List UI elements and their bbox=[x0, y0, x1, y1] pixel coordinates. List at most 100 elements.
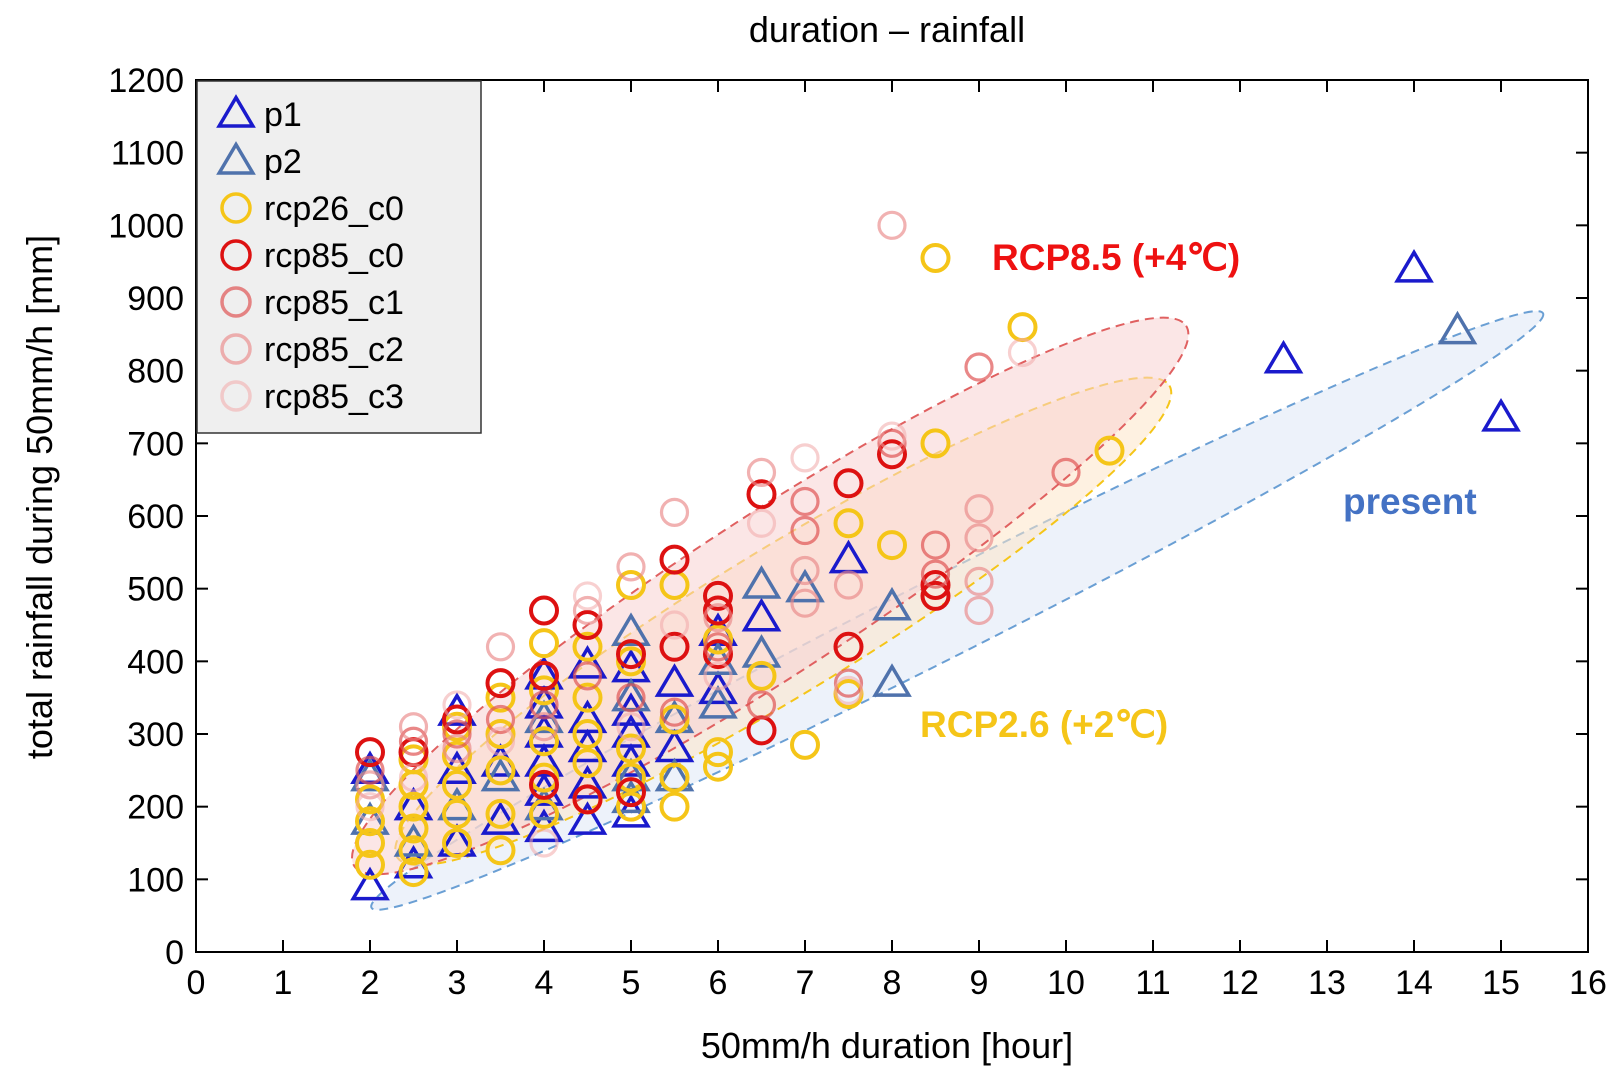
data-point bbox=[1051, 457, 1081, 487]
x-tick-label: 13 bbox=[1308, 964, 1346, 1002]
data-point bbox=[1481, 397, 1521, 432]
data-point bbox=[703, 595, 733, 626]
legend-marker bbox=[220, 333, 252, 365]
x-tick-label: 6 bbox=[709, 964, 728, 1002]
data-point bbox=[611, 714, 651, 748]
data-point bbox=[698, 684, 738, 719]
chart-title: duration – rainfall bbox=[749, 9, 1025, 50]
data-point bbox=[572, 610, 603, 640]
data-point bbox=[1437, 310, 1478, 345]
data-point bbox=[920, 428, 951, 459]
data-point bbox=[611, 612, 651, 646]
x-tick-label: 7 bbox=[796, 964, 815, 1002]
y-tick-label: 700 bbox=[127, 425, 184, 463]
data-point bbox=[1007, 337, 1038, 368]
data-point bbox=[872, 663, 912, 697]
data-point bbox=[567, 645, 608, 679]
annotation-present: present bbox=[1343, 481, 1477, 522]
data-point bbox=[355, 828, 385, 858]
x-tick-label: 3 bbox=[448, 964, 467, 1002]
data-point bbox=[964, 494, 994, 524]
series-rcp85_c2 bbox=[355, 210, 994, 800]
x-tick-label: 11 bbox=[1135, 964, 1170, 1002]
data-point bbox=[485, 682, 516, 713]
data-point bbox=[877, 210, 907, 240]
data-point bbox=[746, 479, 777, 510]
data-point bbox=[833, 675, 864, 706]
data-point bbox=[485, 719, 516, 749]
x-tick-label: 16 bbox=[1569, 964, 1607, 1002]
legend-item-rcp26_c0 bbox=[220, 192, 252, 224]
data-point bbox=[616, 552, 646, 582]
y-tick-label: 400 bbox=[127, 643, 184, 681]
series-rcp85_c0 bbox=[355, 439, 951, 815]
y-tick-label: 0 bbox=[165, 934, 184, 972]
data-point bbox=[572, 631, 603, 662]
data-point bbox=[398, 813, 429, 844]
data-point bbox=[920, 580, 951, 611]
data-point bbox=[485, 726, 516, 756]
x-tick-label: 14 bbox=[1395, 964, 1433, 1002]
data-point bbox=[524, 743, 564, 777]
data-point bbox=[703, 751, 733, 782]
data-point bbox=[833, 508, 864, 539]
data-point bbox=[703, 632, 733, 662]
data-point bbox=[872, 586, 912, 621]
data-point bbox=[790, 729, 820, 760]
data-point bbox=[442, 733, 472, 764]
x-tick-label: 2 bbox=[361, 964, 380, 1002]
data-point bbox=[398, 712, 429, 742]
data-point bbox=[659, 704, 690, 735]
data-point bbox=[529, 798, 559, 829]
legend-label: rcp85_c2 bbox=[264, 331, 404, 369]
data-point bbox=[442, 704, 472, 735]
legend-item-p2 bbox=[216, 141, 256, 175]
data-point bbox=[964, 566, 994, 597]
data-point bbox=[920, 559, 951, 589]
data-point bbox=[698, 641, 738, 676]
y-tick-label: 100 bbox=[127, 861, 184, 899]
legend-label: p1 bbox=[264, 96, 302, 134]
data-point bbox=[616, 762, 646, 793]
data-point bbox=[485, 668, 516, 699]
data-point bbox=[355, 770, 385, 800]
data-point bbox=[746, 660, 777, 691]
data-point bbox=[485, 755, 516, 786]
data-point bbox=[964, 352, 994, 382]
annotation-rcp85: RCP8.5 (+4℃) bbox=[992, 237, 1240, 278]
y-tick-label: 300 bbox=[127, 716, 184, 754]
data-point bbox=[572, 595, 603, 626]
data-point bbox=[355, 806, 385, 837]
data-point bbox=[698, 670, 738, 705]
data-point bbox=[572, 784, 603, 815]
data-point bbox=[355, 755, 385, 785]
data-point bbox=[1263, 339, 1304, 374]
x-axis: 0 1 2 3 4 5 6 7 8 9 10 11 12 13 14 15 16 bbox=[187, 80, 1607, 1002]
data-point bbox=[964, 595, 994, 626]
legend-item-rcp85_c2 bbox=[220, 333, 252, 365]
data-point bbox=[616, 712, 646, 742]
data-point bbox=[790, 486, 820, 517]
legend-marker bbox=[216, 94, 256, 128]
data-point bbox=[442, 798, 472, 829]
legend-item-rcp85_c3 bbox=[220, 380, 252, 412]
legend-label: rcp26_c0 bbox=[264, 190, 404, 228]
data-point bbox=[833, 668, 864, 698]
x-tick-label: 15 bbox=[1482, 964, 1520, 1002]
data-point bbox=[790, 515, 820, 546]
data-point bbox=[572, 682, 603, 713]
data-point bbox=[616, 639, 646, 670]
data-point bbox=[442, 690, 472, 720]
data-point bbox=[1094, 435, 1125, 466]
x-tick-label: 10 bbox=[1047, 964, 1085, 1002]
data-point bbox=[741, 634, 782, 668]
data-point bbox=[485, 632, 516, 662]
data-point bbox=[480, 801, 521, 835]
data-point bbox=[442, 740, 472, 771]
data-point bbox=[355, 737, 385, 768]
data-point bbox=[398, 857, 429, 888]
data-point bbox=[659, 762, 690, 793]
data-point bbox=[790, 555, 820, 586]
data-point bbox=[877, 421, 907, 451]
ellipses-layer bbox=[351, 310, 1545, 911]
